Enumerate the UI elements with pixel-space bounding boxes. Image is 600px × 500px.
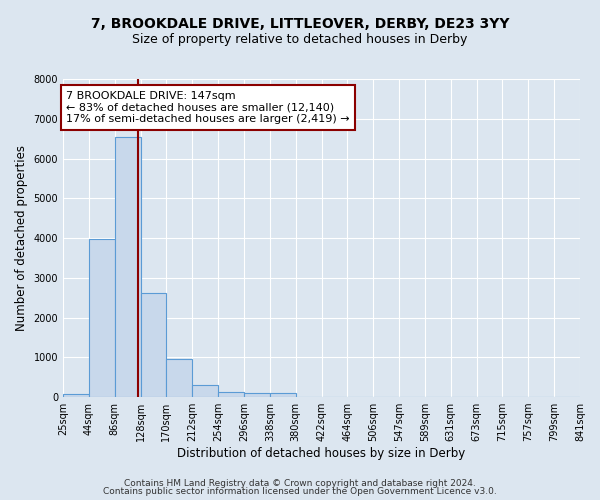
X-axis label: Distribution of detached houses by size in Derby: Distribution of detached houses by size … [178, 447, 466, 460]
Bar [244, 393, 270, 397]
Bar [140, 293, 166, 397]
Bar [218, 392, 244, 397]
Bar [270, 392, 296, 397]
Bar [63, 394, 89, 397]
Bar [166, 359, 192, 397]
Text: Contains HM Land Registry data © Crown copyright and database right 2024.: Contains HM Land Registry data © Crown c… [124, 478, 476, 488]
Text: Contains public sector information licensed under the Open Government Licence v3: Contains public sector information licen… [103, 487, 497, 496]
Bar [192, 385, 218, 397]
Y-axis label: Number of detached properties: Number of detached properties [15, 145, 28, 331]
Text: Size of property relative to detached houses in Derby: Size of property relative to detached ho… [133, 32, 467, 46]
Bar [115, 136, 140, 397]
Text: 7 BROOKDALE DRIVE: 147sqm
← 83% of detached houses are smaller (12,140)
17% of s: 7 BROOKDALE DRIVE: 147sqm ← 83% of detac… [66, 91, 350, 124]
Bar [89, 239, 115, 397]
Text: 7, BROOKDALE DRIVE, LITTLEOVER, DERBY, DE23 3YY: 7, BROOKDALE DRIVE, LITTLEOVER, DERBY, D… [91, 18, 509, 32]
